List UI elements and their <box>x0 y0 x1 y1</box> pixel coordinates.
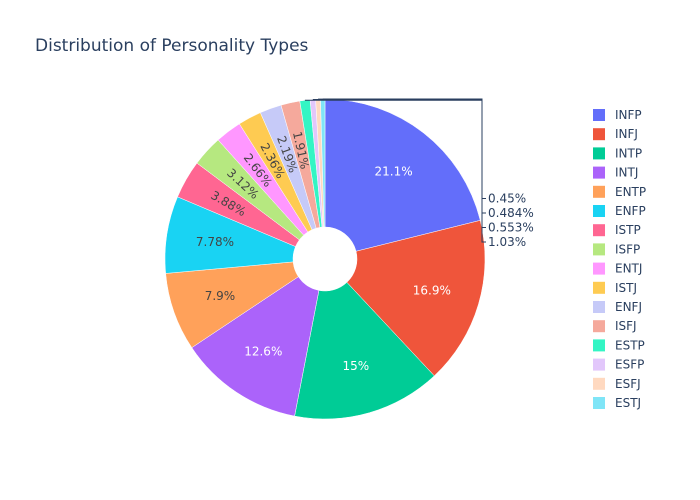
legend-item-enfp[interactable]: ENFP <box>593 204 646 218</box>
slice-label-entp: 7.9% <box>205 289 236 303</box>
legend-item-istp[interactable]: ISTP <box>593 223 641 237</box>
legend-item-infj[interactable]: INFJ <box>593 127 638 141</box>
legend-label-intj: INTJ <box>615 166 638 180</box>
legend-item-isfp[interactable]: ISFP <box>593 242 640 256</box>
legend-swatch-istp <box>593 224 605 237</box>
legend-swatch-intj <box>593 166 605 179</box>
slice-label-intj: 12.6% <box>244 345 282 359</box>
legend-swatch-enfj <box>593 301 605 313</box>
legend-swatch-isfj <box>593 320 605 333</box>
pie-slice-labels: 21.1%16.9%15%12.6%7.9%7.78%3.88%3.12%2.6… <box>196 98 534 373</box>
slice-label-infp: 21.1% <box>375 164 413 178</box>
legend-swatch-entp <box>593 185 605 198</box>
slice-label-estp: 1.03% <box>488 235 526 249</box>
legend-item-estp[interactable]: ESTP <box>593 338 645 352</box>
legend-item-esfp[interactable]: ESFP <box>593 358 644 372</box>
legend-label-esfp: ESFP <box>615 358 644 372</box>
slice-label-infj: 16.9% <box>413 284 451 298</box>
legend-label-entp: ENTP <box>615 185 646 199</box>
slice-label-esfj: 0.484% <box>488 206 534 220</box>
legend-item-isfj[interactable]: ISFJ <box>593 319 637 333</box>
legend-swatch-infp <box>593 109 605 121</box>
legend-item-estj[interactable]: ESTJ <box>593 396 641 410</box>
legend-swatch-entj <box>593 262 605 275</box>
legend-item-entj[interactable]: ENTJ <box>593 262 642 276</box>
legend-item-intp[interactable]: INTP <box>593 146 642 160</box>
legend-label-intp: INTP <box>615 146 642 160</box>
legend-label-enfj: ENFJ <box>615 300 642 314</box>
legend-swatch-enfp <box>593 205 605 217</box>
leader-line-estj <box>322 98 486 199</box>
legend: INFP INFJ INTP INTJ ENTP ENFP ISTP ISFP ENTJ ISTJ… <box>593 108 646 410</box>
legend-label-infj: INFJ <box>615 127 638 141</box>
pie-slices <box>164 98 486 420</box>
slice-label-intp: 15% <box>342 359 369 373</box>
slice-label-enfp: 7.78% <box>196 235 234 249</box>
legend-swatch-esfj <box>593 377 605 390</box>
legend-item-intj[interactable]: INTJ <box>593 166 638 180</box>
legend-swatch-estj <box>593 397 605 409</box>
legend-label-enfp: ENFP <box>615 204 646 218</box>
legend-item-enfj[interactable]: ENFJ <box>593 300 642 314</box>
legend-item-infp[interactable]: INFP <box>593 108 642 122</box>
legend-item-esfj[interactable]: ESFJ <box>593 377 641 391</box>
legend-swatch-estp <box>593 339 605 352</box>
slice-label-esfp: 0.553% <box>488 221 534 235</box>
legend-item-istj[interactable]: ISTJ <box>593 281 637 295</box>
legend-swatch-infj <box>593 128 605 141</box>
slice-label-estj: 0.45% <box>488 192 526 206</box>
legend-swatch-isfp <box>593 243 605 256</box>
legend-swatch-intp <box>593 147 605 160</box>
legend-label-estj: ESTJ <box>615 396 641 410</box>
legend-label-estp: ESTP <box>615 338 645 352</box>
slice-infp[interactable] <box>324 98 481 252</box>
legend-swatch-istj <box>593 281 605 294</box>
legend-item-entp[interactable]: ENTP <box>593 185 646 199</box>
legend-label-isfj: ISFJ <box>615 319 637 333</box>
legend-label-infp: INFP <box>615 108 642 122</box>
legend-swatch-esfp <box>593 358 605 371</box>
legend-label-esfj: ESFJ <box>615 377 641 391</box>
slice-infj[interactable] <box>346 220 486 377</box>
legend-label-entj: ENTJ <box>615 262 642 276</box>
slice-intj[interactable] <box>191 276 320 417</box>
legend-label-isfp: ISFP <box>615 242 640 256</box>
legend-label-istj: ISTJ <box>615 281 637 295</box>
legend-label-istp: ISTP <box>615 223 641 237</box>
chart-title: Distribution of Personality Types <box>35 36 309 56</box>
